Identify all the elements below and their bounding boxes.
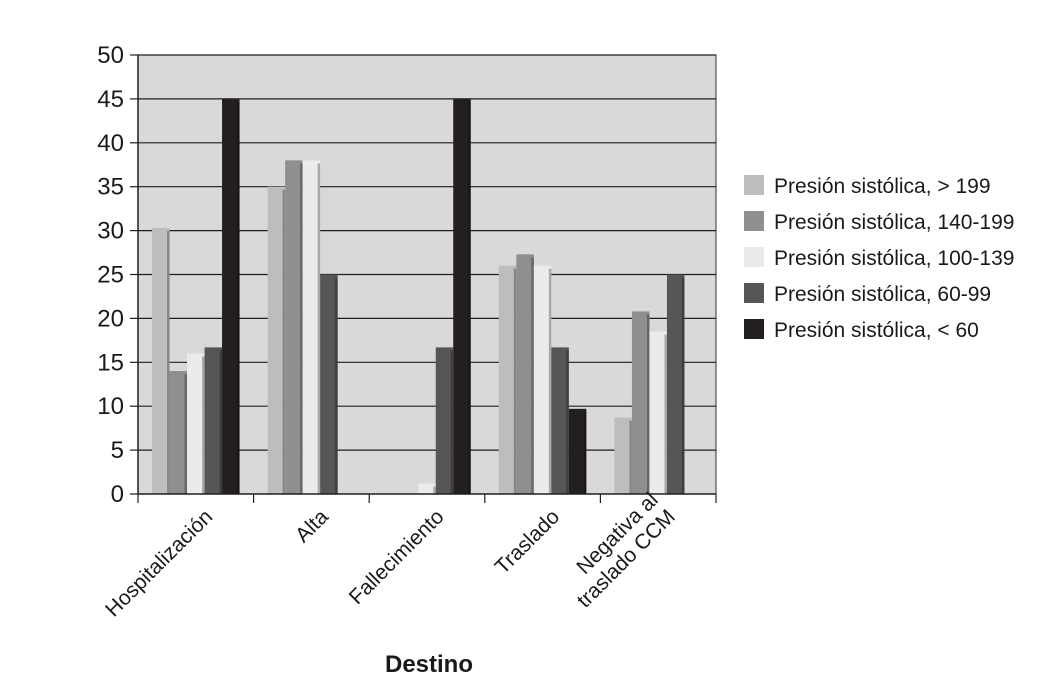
category-label: Alta (291, 505, 333, 547)
y-tick-label: 15 (97, 349, 124, 376)
legend-swatch (744, 175, 764, 195)
bar-shadow (317, 163, 321, 495)
legend-label: Presión sistólica, 100-139 (774, 247, 1014, 270)
bar-shadow (202, 356, 205, 494)
bar-shadow (335, 277, 338, 494)
bar-shadow (167, 230, 170, 494)
y-tick-labels: 0 5 10 15 20 25 30 35 40 45 50 (97, 42, 124, 508)
bar (320, 274, 338, 494)
bar-shadow (237, 101, 240, 495)
category-label: Fallecimiento (345, 505, 449, 609)
y-tick-label: 50 (97, 42, 124, 69)
legend-label: Presión sistólica, < 60 (774, 319, 979, 342)
bar (568, 408, 587, 494)
bar (533, 265, 552, 494)
bar-shadow (531, 257, 534, 494)
legend-label: Presión sistólica, > 199 (774, 175, 991, 198)
category-label: Hospitalización (101, 505, 217, 621)
bar-shadow (629, 420, 632, 494)
legend: Presión sistólica, > 199 Presión sistólic… (744, 175, 1014, 342)
bar (666, 274, 685, 494)
bar-shadow (433, 486, 436, 494)
bar (551, 347, 569, 494)
bar-shadow (646, 314, 650, 494)
y-tick-label: 25 (97, 262, 124, 289)
axes (130, 54, 717, 503)
y-tick-label: 20 (97, 305, 124, 332)
bar (204, 347, 223, 494)
y-tick-label: 45 (97, 86, 124, 113)
legend-swatch (744, 247, 764, 267)
bar-shadow (566, 350, 569, 494)
bar-shadow (468, 101, 471, 495)
bar (187, 353, 205, 494)
legend-label: Presión sistólica, 140-199 (774, 211, 1014, 234)
bar (302, 160, 321, 495)
bar-shadow (681, 277, 685, 494)
y-tick-label: 40 (97, 130, 124, 157)
y-tick-label: 30 (97, 218, 124, 245)
y-tick-label: 0 (111, 481, 124, 508)
legend-swatch (744, 211, 764, 231)
bar (285, 160, 303, 495)
bars (152, 98, 685, 495)
bar (516, 254, 534, 494)
bar (267, 186, 286, 494)
category-label: Traslado (491, 505, 564, 578)
bar-shadow (282, 189, 286, 494)
bar-shadow (548, 268, 552, 494)
bar (152, 227, 170, 494)
category-label: Negativa altraslado CCM (556, 488, 680, 612)
legend-swatch (744, 283, 764, 303)
bar (631, 311, 650, 494)
y-tick-label: 35 (97, 174, 124, 201)
bar (169, 371, 188, 494)
y-tick-label: 5 (111, 437, 124, 464)
bar (222, 98, 240, 495)
x-axis-label: Destino (385, 651, 473, 678)
legend-swatch (744, 319, 764, 339)
bar (418, 483, 436, 494)
bar-shadow (184, 374, 188, 494)
bar-shadow (583, 411, 587, 494)
bar (453, 98, 471, 495)
bar-shadow (513, 268, 517, 494)
category-labels: Hospitalización Alta Fallecimiento Traslado… (101, 488, 680, 621)
bar-shadow (219, 350, 223, 494)
bar (498, 265, 517, 494)
y-tick-label: 10 (97, 393, 124, 420)
bar-shadow (450, 350, 454, 494)
bar-shadow (664, 334, 667, 494)
bar-shadow (300, 163, 303, 495)
bar (649, 331, 667, 494)
legend-label: Presión sistólica, 60-99 (774, 283, 991, 306)
bar (614, 417, 632, 494)
bar (435, 347, 454, 494)
